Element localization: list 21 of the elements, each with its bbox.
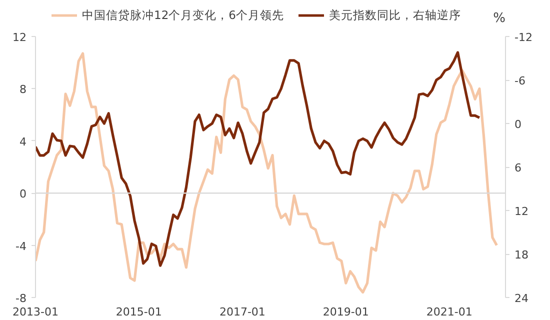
- y-tick-label: -4: [16, 240, 26, 253]
- y2-tick-label: 6: [514, 162, 522, 174]
- legend-label: 中国信贷脉冲12个月变化，6个月领先: [82, 8, 284, 22]
- y-tick-label: 8: [20, 83, 26, 96]
- x-tick-label: 2013-01: [12, 306, 58, 318]
- y2-axis-title: %: [493, 11, 506, 26]
- y-tick-label: 12: [12, 31, 27, 44]
- y2-tick-label: 18: [514, 248, 528, 262]
- y2-tick-label: -12: [514, 31, 532, 44]
- x-tick-label: 2019-01: [322, 306, 369, 318]
- x-tick-label: 2021-01: [426, 306, 472, 318]
- y-tick-label: 4: [20, 135, 26, 148]
- x-tick-label: 2015-01: [116, 306, 162, 318]
- y-tick-label: -8: [16, 292, 26, 305]
- y2-tick-label: 0: [514, 118, 522, 131]
- y2-tick-label: 24: [514, 292, 528, 305]
- y-tick-label: 0: [20, 188, 26, 201]
- y2-tick-label: -6: [514, 74, 526, 88]
- y2-tick-label: 12: [514, 205, 528, 218]
- x-tick-label: 2017-01: [219, 306, 266, 318]
- legend-label: 美元指数同比，右轴逆序: [328, 8, 461, 22]
